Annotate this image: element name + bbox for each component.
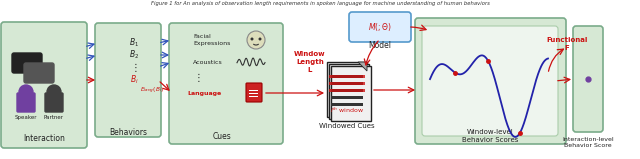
Text: $B_2$: $B_2$ <box>129 49 139 61</box>
Text: $B_i$: $B_i$ <box>130 74 138 86</box>
Circle shape <box>259 38 262 41</box>
Text: Partner: Partner <box>44 115 64 120</box>
FancyBboxPatch shape <box>1 22 87 148</box>
Text: Cues: Cues <box>212 132 232 141</box>
Circle shape <box>47 85 61 99</box>
FancyBboxPatch shape <box>12 53 42 73</box>
Bar <box>329 75 365 77</box>
Bar <box>249 96 258 97</box>
Circle shape <box>247 31 265 49</box>
Text: $B_1$: $B_1$ <box>129 37 139 49</box>
FancyBboxPatch shape <box>246 83 262 102</box>
FancyBboxPatch shape <box>24 63 54 83</box>
Text: Interaction: Interaction <box>23 134 65 143</box>
FancyBboxPatch shape <box>422 26 558 136</box>
FancyBboxPatch shape <box>331 66 371 121</box>
FancyBboxPatch shape <box>17 93 35 112</box>
FancyBboxPatch shape <box>329 64 369 119</box>
Text: Interaction-level
Behavior Score: Interaction-level Behavior Score <box>562 137 614 148</box>
Text: Model: Model <box>369 41 392 49</box>
Text: Window-level
Behavior Scores: Window-level Behavior Scores <box>462 129 518 143</box>
Bar <box>329 82 365 84</box>
Text: $\vdots$: $\vdots$ <box>131 61 138 73</box>
Bar <box>249 90 258 91</box>
Bar <box>331 75 363 77</box>
FancyBboxPatch shape <box>573 26 603 132</box>
Text: Windowed Cues: Windowed Cues <box>319 123 375 129</box>
Polygon shape <box>358 62 367 71</box>
Text: Functional
F: Functional F <box>547 37 588 51</box>
Bar <box>331 82 363 84</box>
Bar <box>331 89 363 91</box>
FancyBboxPatch shape <box>327 62 367 117</box>
Text: Behaviors: Behaviors <box>109 128 147 137</box>
FancyBboxPatch shape <box>349 12 411 42</box>
Text: Acoustics: Acoustics <box>193 59 223 65</box>
Text: $M(;\Theta)$: $M(;\Theta)$ <box>368 21 392 33</box>
FancyBboxPatch shape <box>415 18 566 144</box>
FancyBboxPatch shape <box>45 93 63 112</box>
Text: Window
Length
L: Window Length L <box>294 51 326 73</box>
Bar <box>331 103 363 106</box>
Text: Figure 1 for An analysis of observation length requirements in spoken language f: Figure 1 for An analysis of observation … <box>150 1 490 6</box>
FancyBboxPatch shape <box>169 23 283 144</box>
Bar <box>249 93 258 94</box>
Text: Speaker: Speaker <box>15 115 37 120</box>
Circle shape <box>250 38 253 41</box>
Circle shape <box>19 85 33 99</box>
Text: $\vdots$: $\vdots$ <box>193 70 200 83</box>
FancyBboxPatch shape <box>95 23 161 137</box>
Bar <box>331 96 363 98</box>
Text: $E_{lang}(B_i)$: $E_{lang}(B_i)$ <box>140 86 164 96</box>
Text: Facial
Expressions: Facial Expressions <box>193 34 230 46</box>
Text: Language: Language <box>187 90 221 96</box>
Bar <box>329 89 365 91</box>
Text: $l^{th}$ window: $l^{th}$ window <box>330 106 364 115</box>
